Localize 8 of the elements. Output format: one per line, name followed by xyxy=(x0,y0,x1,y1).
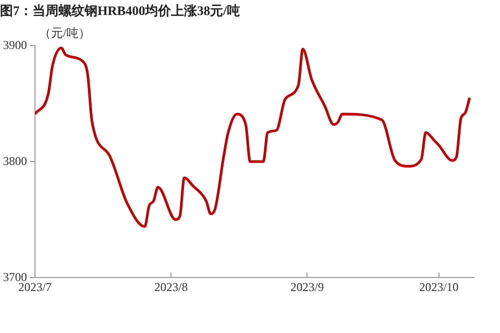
chart-title: 图7：当周螺纹钢HRB400均价上涨38元/吨 xyxy=(0,3,240,18)
y-tick-label: 3800 xyxy=(3,154,27,168)
x-tick-label: 2023/8 xyxy=(154,280,188,294)
y-axis-title: （元/吨） xyxy=(39,26,90,40)
x-tick-label: 2023/9 xyxy=(290,280,324,294)
y-tick-label: 3900 xyxy=(3,38,27,52)
x-tick-label: 2023/10 xyxy=(419,280,459,294)
line-series xyxy=(35,46,471,228)
